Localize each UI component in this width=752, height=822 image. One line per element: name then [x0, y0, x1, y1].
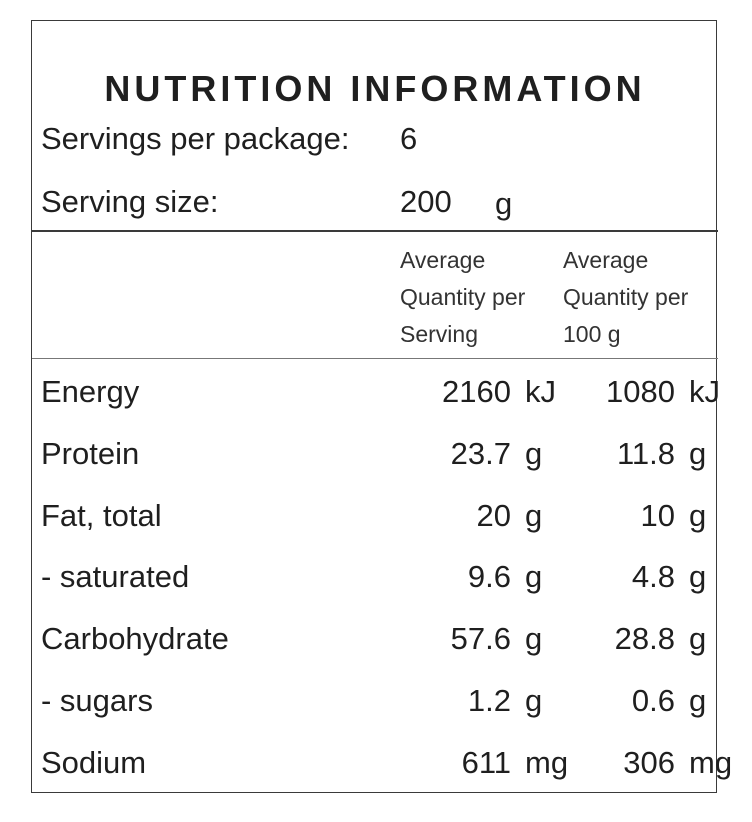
nutrient-row-sugars: - sugars 1.2 g 0.6 g: [32, 681, 718, 721]
column-header-per-serving-line: Quantity per: [400, 284, 526, 310]
header-divider: [32, 230, 718, 232]
per-100g-unit: mg: [689, 745, 733, 780]
servings-per-package-value: 6: [400, 121, 418, 156]
nutrient-row-protein: Protein 23.7 g 11.8 g: [32, 434, 718, 474]
per-100g-value: 11.8: [616, 436, 675, 471]
column-header-per-100g-line: Average: [563, 247, 649, 273]
column-header-per-100g-line: Quantity per: [563, 284, 689, 310]
serving-size-unit: g: [495, 186, 513, 221]
nutrient-row-saturated: - saturated 9.6 g 4.8 g: [32, 557, 718, 597]
per-100g-unit: g: [689, 436, 707, 471]
nutrient-row-carbohydrate: Carbohydrate 57.6 g 28.8 g: [32, 619, 718, 659]
column-header-per-serving-line: Average: [400, 247, 486, 273]
nutrient-name: - saturated: [41, 559, 190, 594]
column-header-per-100g: Average Quantity per 100 g: [563, 242, 688, 353]
serving-size-value: 200: [400, 184, 452, 219]
nutrient-name: Fat, total: [41, 498, 162, 533]
column-header-per-serving: Average Quantity per Serving: [400, 242, 525, 353]
nutrient-name: Sodium: [41, 745, 147, 780]
per-serving-unit: g: [525, 683, 543, 718]
nutrient-name: Protein: [41, 436, 140, 471]
nutrient-row-energy: Energy 2160 kJ 1080 kJ: [32, 372, 720, 412]
column-header-per-serving-line: Serving: [400, 321, 478, 347]
column-header-per-100g-line: 100 g: [563, 321, 621, 347]
per-serving-unit: g: [525, 498, 543, 533]
per-100g-unit: g: [689, 621, 707, 656]
per-100g-unit: g: [689, 559, 707, 594]
nutrition-panel: NUTRITION INFORMATION Servings per packa…: [31, 20, 732, 793]
per-100g-unit: kJ: [689, 374, 720, 409]
per-serving-unit: g: [525, 559, 543, 594]
nutrient-name: Carbohydrate: [41, 621, 229, 656]
per-100g-unit: g: [689, 683, 707, 718]
per-100g-value: 4.8: [631, 559, 675, 594]
per-serving-value: 611: [461, 745, 511, 780]
per-100g-value: 28.8: [614, 621, 675, 656]
per-serving-value: 20: [476, 498, 511, 533]
per-100g-value: 1080: [606, 374, 675, 409]
per-serving-value: 23.7: [450, 436, 511, 471]
per-serving-unit: mg: [525, 745, 569, 780]
nutrient-row-sodium: Sodium 611 mg 306 mg: [32, 743, 732, 783]
per-100g-value: 0.6: [631, 683, 675, 718]
per-serving-value: 9.6: [467, 559, 511, 594]
per-100g-value: 306: [623, 745, 675, 780]
serving-size-label: Serving size:: [41, 184, 219, 219]
per-serving-unit: g: [525, 436, 543, 471]
per-100g-value: 10: [640, 498, 675, 533]
nutrient-name: Energy: [41, 374, 140, 409]
servings-per-package-label: Servings per package:: [41, 121, 350, 156]
panel-title: NUTRITION INFORMATION: [104, 68, 646, 109]
per-serving-value: 2160: [442, 374, 511, 409]
nutrient-name: - sugars: [41, 683, 153, 718]
per-serving-value: 1.2: [467, 683, 511, 718]
per-serving-unit: g: [525, 621, 543, 656]
table-divider: [32, 358, 718, 359]
per-100g-unit: g: [689, 498, 707, 533]
per-serving-unit: kJ: [525, 374, 556, 409]
nutrient-row-fat-total: Fat, total 20 g 10 g: [32, 496, 718, 536]
per-serving-value: 57.6: [450, 621, 511, 656]
